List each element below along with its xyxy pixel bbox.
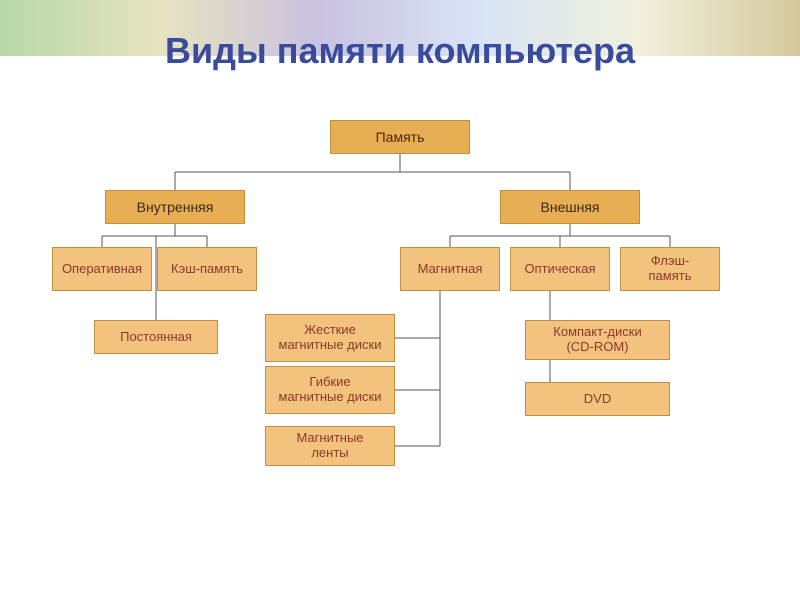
page-title: Виды памяти компьютера bbox=[0, 30, 800, 72]
node-optical: Оптическая bbox=[510, 247, 610, 291]
node-internal: Внутренняя bbox=[105, 190, 245, 224]
connector-lines bbox=[0, 0, 800, 600]
node-magnetic: Магнитная bbox=[400, 247, 500, 291]
node-root: Память bbox=[330, 120, 470, 154]
node-cd: Компакт-диски (CD-ROM) bbox=[525, 320, 670, 360]
node-dvd: DVD bbox=[525, 382, 670, 416]
node-hdd: Жесткие магнитные диски bbox=[265, 314, 395, 362]
node-tape: Магнитные ленты bbox=[265, 426, 395, 466]
node-fdd: Гибкие магнитные диски bbox=[265, 366, 395, 414]
node-external: Внешняя bbox=[500, 190, 640, 224]
node-flash: Флэш-память bbox=[620, 247, 720, 291]
node-rom: Постоянная bbox=[94, 320, 218, 354]
node-ram: Оперативная bbox=[52, 247, 152, 291]
node-cache: Кэш-память bbox=[157, 247, 257, 291]
